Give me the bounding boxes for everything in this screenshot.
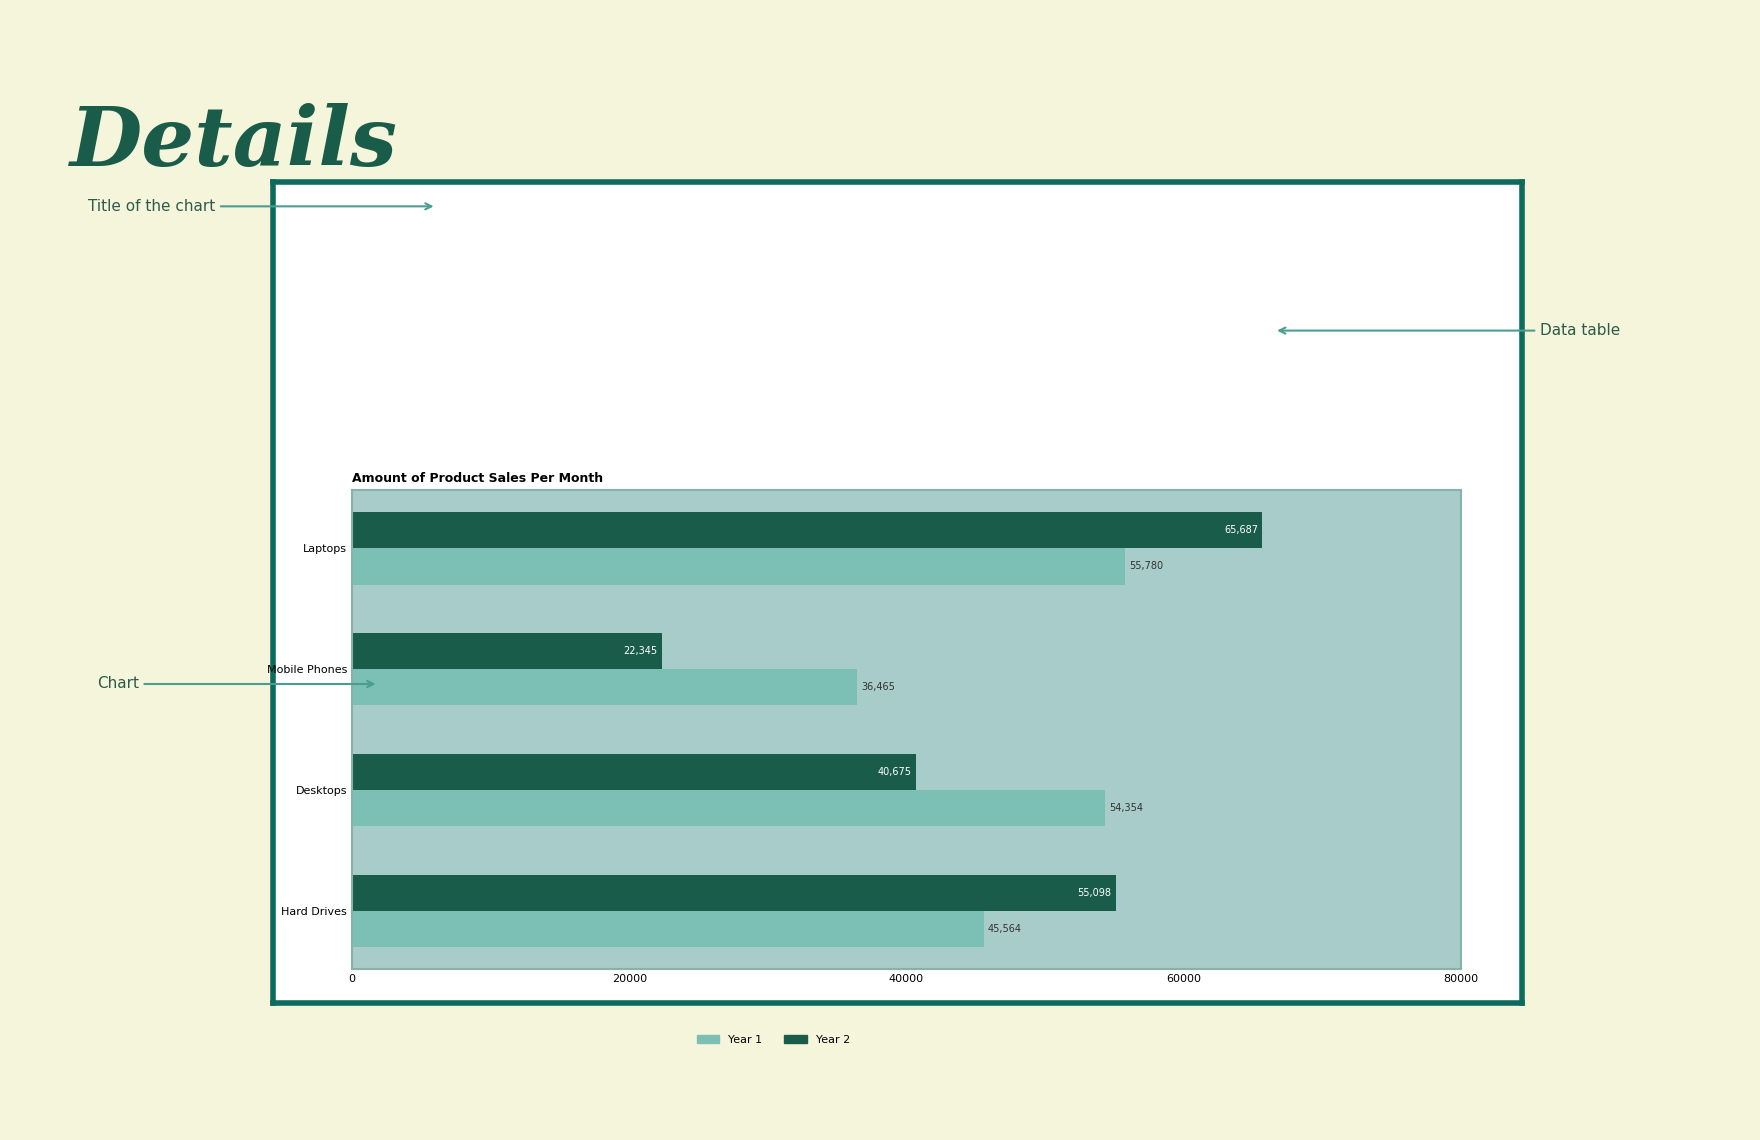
Text: Month: Month <box>627 268 672 282</box>
Bar <box>352 669 857 706</box>
Text: 22,345: 22,345 <box>623 646 658 656</box>
Text: 65,687: 65,687 <box>1225 526 1258 535</box>
Text: Year 1: Year 1 <box>912 268 957 282</box>
Text: 55,098: 55,098 <box>1135 487 1177 500</box>
Text: 36,465: 36,465 <box>913 377 956 391</box>
Text: 45,564: 45,564 <box>913 487 956 500</box>
Legend: Year 1, Year 2: Year 1, Year 2 <box>692 1031 854 1050</box>
Text: 22,345: 22,345 <box>1135 377 1177 391</box>
Text: Desktops: Desktops <box>621 432 678 446</box>
Text: 55,098: 55,098 <box>1077 888 1112 898</box>
Bar <box>352 790 1105 826</box>
Bar <box>352 548 1125 585</box>
Text: 65,687: 65,687 <box>1135 323 1177 336</box>
Text: Hard Drives: Hard Drives <box>614 487 685 500</box>
Text: 54,354: 54,354 <box>1109 804 1144 813</box>
Text: Title of the chart: Title of the chart <box>88 198 431 214</box>
Text: Data table: Data table <box>1280 323 1621 339</box>
Text: 40,675: 40,675 <box>1135 432 1177 446</box>
Bar <box>352 512 1262 548</box>
Bar <box>352 754 915 790</box>
Text: 36,465: 36,465 <box>862 682 896 692</box>
Bar <box>352 874 1116 911</box>
Text: 40,675: 40,675 <box>878 767 912 777</box>
Text: 54,354: 54,354 <box>913 432 956 446</box>
Bar <box>352 633 662 669</box>
Text: Bar Comparison Chart: Bar Comparison Chart <box>297 195 609 219</box>
Text: Laptops: Laptops <box>627 323 672 336</box>
Text: Mobile Phones: Mobile Phones <box>607 377 692 391</box>
Text: 55,780: 55,780 <box>1130 561 1163 571</box>
Text: Year 2: Year 2 <box>1133 268 1179 282</box>
Text: Chart: Chart <box>97 676 373 692</box>
Text: 55,780: 55,780 <box>913 323 956 336</box>
Text: 45,564: 45,564 <box>987 925 1021 934</box>
Bar <box>352 911 984 947</box>
Text: Amount of Product Sales Per Month: Amount of Product Sales Per Month <box>352 472 604 484</box>
Text: Details: Details <box>70 103 398 182</box>
